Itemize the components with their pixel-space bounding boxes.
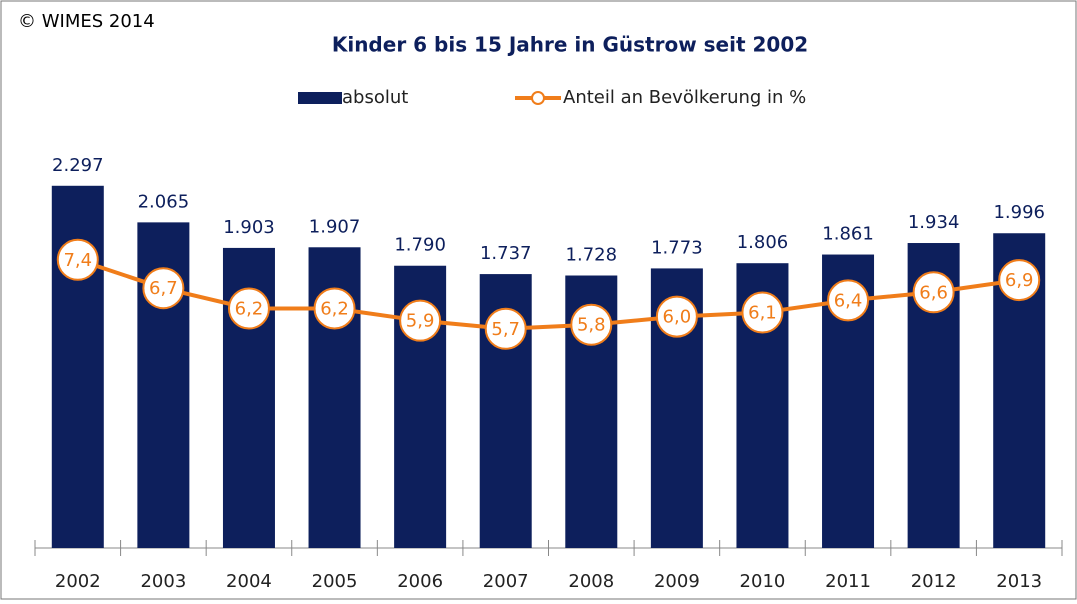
x-tick-label: 2013 <box>996 571 1042 592</box>
line-marker <box>142 267 185 310</box>
annotation: © WIMES 2014 <box>18 11 155 32</box>
bar-value-label: 1.806 <box>737 232 789 253</box>
line-marker <box>912 271 955 314</box>
legend-label: absolut <box>342 87 408 108</box>
line-marker <box>998 259 1041 302</box>
bar-value-label: 1.907 <box>309 216 361 237</box>
x-tick-label: 2003 <box>140 571 186 592</box>
x-tick-label: 2006 <box>397 571 443 592</box>
bar-value-label: 2.065 <box>138 191 190 212</box>
line-value-label: 6,9 <box>1005 270 1034 291</box>
line-value-label: 6,6 <box>919 282 948 303</box>
bar-value-label: 1.903 <box>223 217 275 238</box>
legend-label: Anteil an Bevölkerung in % <box>563 87 806 108</box>
line-marker <box>570 303 613 346</box>
x-tick-label: 2011 <box>825 571 871 592</box>
line-value-label: 5,8 <box>577 315 606 336</box>
line-marker <box>56 238 99 281</box>
bar-value-label: 1.934 <box>908 212 960 233</box>
line-value-label: 5,7 <box>491 319 520 340</box>
line-value-label: 6,7 <box>149 278 178 299</box>
line-marker <box>655 295 698 338</box>
bar-value-label: 1.737 <box>480 243 532 264</box>
line-marker <box>484 307 527 350</box>
bar-value-label: 1.773 <box>651 237 703 258</box>
line-value-label: 6,0 <box>663 307 692 328</box>
line-value-label: 6,4 <box>834 290 863 311</box>
x-tick-label: 2002 <box>55 571 101 592</box>
line-value-label: 5,9 <box>406 311 435 332</box>
line-marker <box>399 299 442 342</box>
bar-value-label: 1.790 <box>394 235 446 256</box>
bar-value-label: 2.297 <box>52 155 104 176</box>
legend-marker <box>531 91 545 105</box>
bar-value-label: 1.996 <box>993 202 1045 223</box>
chart-title: Kinder 6 bis 15 Jahre in Güstrow seit 20… <box>332 33 808 57</box>
bar-value-label: 1.861 <box>822 224 874 245</box>
x-tick-label: 2012 <box>911 571 957 592</box>
line-marker <box>827 279 870 322</box>
line-marker <box>741 291 784 334</box>
legend-swatch <box>298 92 342 104</box>
x-tick-label: 2008 <box>568 571 614 592</box>
line-marker <box>313 287 356 330</box>
bar-value-label: 1.728 <box>566 245 618 266</box>
line-value-label: 6,2 <box>235 298 264 319</box>
line-value-label: 7,4 <box>63 250 92 271</box>
line-marker <box>227 287 270 330</box>
x-tick-label: 2005 <box>312 571 358 592</box>
x-tick-label: 2004 <box>226 571 272 592</box>
x-tick-label: 2009 <box>654 571 700 592</box>
line-value-label: 6,2 <box>320 298 349 319</box>
line-value-label: 6,1 <box>748 303 777 324</box>
x-tick-label: 2010 <box>740 571 786 592</box>
x-tick-label: 2007 <box>483 571 529 592</box>
